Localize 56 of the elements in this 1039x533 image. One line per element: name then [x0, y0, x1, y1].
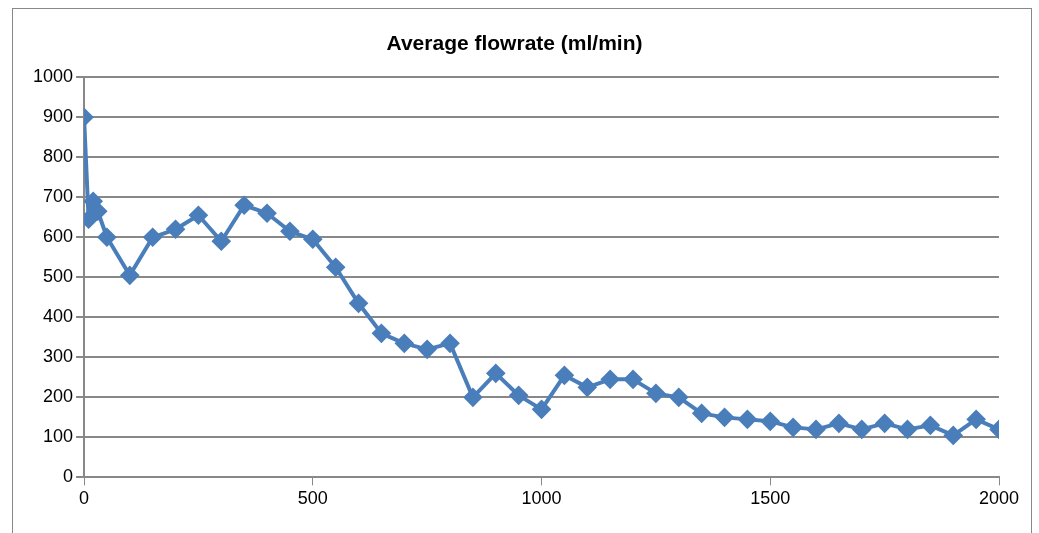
- point: [532, 400, 551, 419]
- y-tick-label: 700: [43, 186, 74, 207]
- x-tick-label: 500: [297, 488, 328, 509]
- point: [944, 426, 963, 445]
- point: [120, 266, 139, 285]
- y-tick-label: 500: [43, 266, 74, 287]
- y-tick-label: 400: [43, 306, 74, 327]
- point: [875, 414, 894, 433]
- point: [143, 228, 162, 247]
- point: [898, 420, 917, 439]
- point: [784, 418, 803, 437]
- point: [280, 222, 299, 241]
- y-tick-label: 600: [43, 226, 74, 247]
- point: [578, 378, 597, 397]
- point: [395, 334, 414, 353]
- point: [303, 230, 322, 249]
- point: [738, 410, 757, 429]
- point: [624, 370, 643, 389]
- y-tick-label: 1000: [33, 66, 74, 87]
- point: [921, 416, 940, 435]
- point: [601, 370, 620, 389]
- point: [646, 384, 665, 403]
- point: [486, 364, 505, 383]
- point: [418, 340, 437, 359]
- point: [829, 414, 848, 433]
- point: [715, 408, 734, 427]
- point: [235, 196, 254, 215]
- y-tick-label: 0: [63, 466, 74, 487]
- point: [807, 420, 826, 439]
- point: [97, 228, 116, 247]
- point: [555, 366, 574, 385]
- chart-title: Average flowrate (ml/min): [386, 31, 643, 55]
- point: [166, 220, 185, 239]
- point: [372, 324, 391, 343]
- point: [189, 206, 208, 225]
- point: [967, 410, 986, 429]
- y-tick-label: 100: [43, 426, 74, 447]
- y-tick-label: 800: [43, 146, 74, 167]
- x-tick-label: 1000: [521, 488, 562, 509]
- x-tick-label: 2000: [978, 488, 1020, 509]
- y-tick-label: 900: [43, 106, 74, 127]
- y-tick-label: 300: [43, 346, 74, 367]
- point: [258, 204, 277, 223]
- point: [692, 404, 711, 423]
- y-tick-label: 200: [43, 386, 74, 407]
- point: [326, 258, 345, 277]
- point: [349, 294, 368, 313]
- point: [852, 420, 871, 439]
- point: [669, 388, 688, 407]
- point: [509, 386, 528, 405]
- x-tick-label: 1500: [750, 488, 791, 509]
- point: [441, 334, 460, 353]
- x-tick-label: 0: [79, 488, 90, 509]
- point: [463, 388, 482, 407]
- point: [212, 232, 231, 251]
- point: [761, 412, 780, 431]
